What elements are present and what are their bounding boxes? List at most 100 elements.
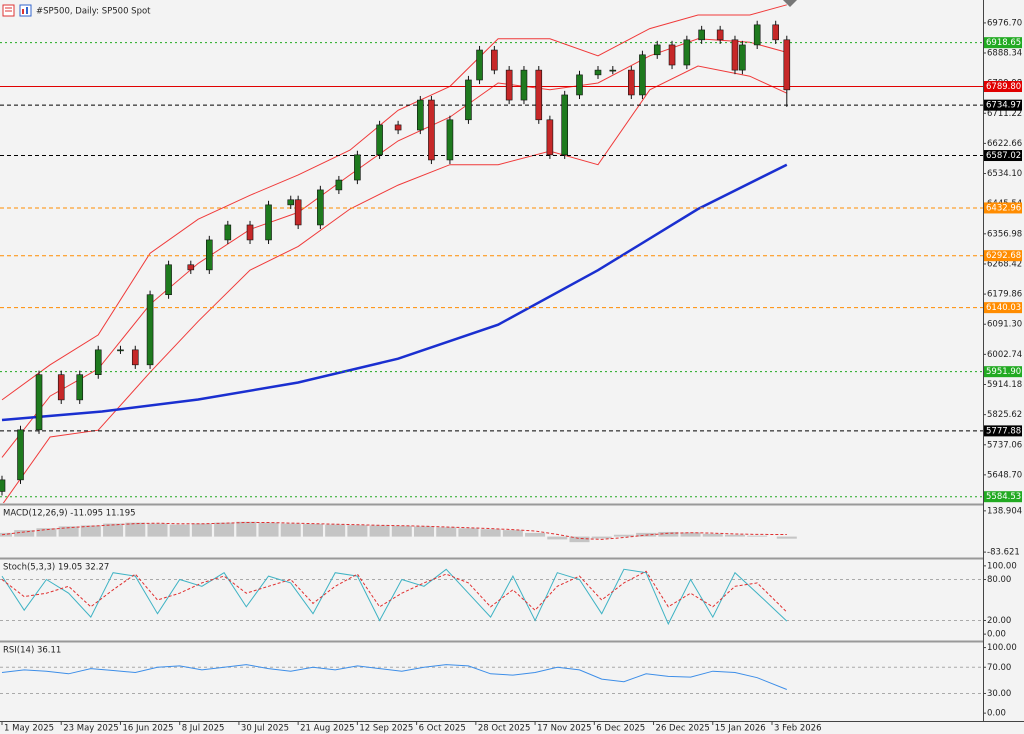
macd-bar: [369, 525, 390, 537]
candle-body: [446, 119, 454, 161]
y-tick-label: 6002.74: [987, 350, 1022, 360]
macd-bar: [258, 522, 279, 537]
candle-body: [698, 29, 705, 41]
macd-bar: [58, 526, 79, 537]
candle-body: [0, 479, 6, 492]
candle-body: [76, 374, 84, 401]
macd-bar: [347, 525, 368, 537]
y-tick-label: 6179.86: [987, 290, 1022, 300]
macd-bar: [613, 534, 634, 537]
y-tick-label: -83.621: [987, 548, 1020, 558]
macd-bar: [103, 523, 124, 537]
level-label-box: [984, 81, 1022, 93]
level-label: 6292.68: [986, 251, 1021, 261]
y-tick-label: 5737.06: [987, 440, 1022, 450]
level-label: 5777.88: [986, 426, 1021, 436]
macd-bar: [591, 536, 612, 539]
macd-bar: [36, 528, 57, 537]
candle-body: [146, 294, 154, 366]
candle-body: [783, 39, 791, 91]
toolbar-icons: [2, 4, 32, 17]
candle-body: [428, 99, 435, 161]
bollinger-lower: [2, 65, 788, 503]
icon: [19, 4, 32, 17]
candle-body: [187, 264, 195, 271]
y-tick-label: 5914.18: [987, 380, 1022, 390]
macd-bar: [569, 536, 590, 543]
y-tick-label: 5648.70: [987, 470, 1022, 480]
y-tick-label: 30.00: [987, 689, 1011, 699]
oscillator-panel: [0, 568, 983, 626]
macd-bar: [125, 522, 146, 537]
candle-body: [546, 119, 554, 156]
candle-body: [609, 69, 617, 72]
level-label-box: [984, 202, 1022, 214]
candle-body: [117, 349, 124, 352]
candle-body: [772, 24, 779, 41]
macd-bar: [776, 536, 797, 539]
macd-panel: [0, 521, 797, 543]
level-label-box: [984, 250, 1022, 262]
candle-body: [639, 54, 646, 96]
candle-body: [294, 199, 302, 226]
candle-body: [739, 44, 746, 71]
candle-body: [57, 374, 65, 401]
candle-body: [17, 429, 24, 481]
x-tick-label: 21 Aug 2025: [300, 724, 354, 734]
y-tick-label: 6268.42: [987, 259, 1022, 269]
candle-body: [94, 349, 102, 375]
candle-body: [354, 154, 361, 181]
candle-body: [376, 124, 383, 156]
y-tick-label: 100.00: [987, 561, 1017, 571]
oscillator-axis: 100.00 70.00 30.00 0.00: [983, 643, 1017, 719]
y-tick-label: 6888.34: [987, 48, 1022, 58]
macd-bar: [547, 536, 568, 540]
candle-body: [731, 39, 739, 71]
macd-bar: [325, 524, 346, 537]
y-tick-label: 6091.30: [987, 320, 1022, 330]
macd-bar: [502, 530, 523, 537]
x-tick-label: 30 Jul 2025: [241, 724, 289, 734]
candle-body: [505, 69, 513, 101]
macd-bar: [280, 523, 301, 537]
candle-body: [206, 239, 213, 271]
level-label-box: [984, 302, 1022, 314]
macd-bar: [147, 523, 168, 537]
macd-bar: [14, 530, 35, 537]
x-tick-label: 3 Feb 2026: [774, 724, 822, 734]
level-label: 6432.96: [986, 203, 1021, 213]
macd-bar: [747, 535, 768, 537]
macd-bar: [169, 524, 190, 537]
macd-bar: [236, 521, 257, 537]
candle-body: [131, 349, 139, 366]
level-label-box: [984, 491, 1022, 503]
y-tick-label: 6534.10: [987, 169, 1022, 179]
y-tick-label: 0.00: [987, 630, 1006, 640]
x-tick-label: 23 May 2025: [63, 724, 118, 734]
level-label: 5951.90: [986, 367, 1021, 377]
level-label-box: [984, 37, 1022, 49]
y-tick-label: 100.00: [987, 643, 1017, 653]
bollinger-upper: [1, 4, 787, 401]
macd-signal: [1, 522, 787, 540]
y-tick-label: 5825.62: [987, 410, 1022, 420]
candle-body: [35, 374, 43, 431]
candle-body: [561, 94, 568, 156]
candle-body: [246, 224, 254, 241]
candle-body: [465, 79, 472, 121]
candle-body: [535, 69, 543, 121]
indicator-title: RSI(14) 36.11: [3, 646, 61, 656]
y-tick-label: 6711.22: [987, 109, 1022, 119]
oscillator-panel: [0, 664, 983, 694]
macd-bar: [724, 534, 745, 537]
candle-body: [653, 44, 661, 56]
macd-bar: [702, 533, 723, 537]
level-label: 5584.53: [986, 492, 1021, 502]
x-tick-label: 16 Jun 2025: [122, 724, 173, 734]
level-label-box: [984, 425, 1022, 437]
x-tick-label: 17 Nov 2025: [537, 724, 591, 734]
candle-body: [287, 199, 295, 206]
level-label-box: [984, 366, 1022, 378]
price-panel: [0, 4, 983, 503]
oscillator-line: [1, 570, 788, 613]
